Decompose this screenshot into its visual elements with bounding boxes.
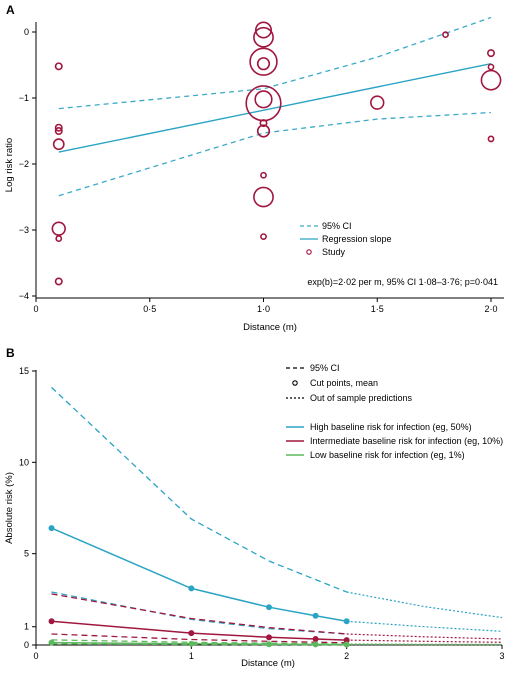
a-ci-lower-line (58, 111, 492, 197)
a-study-point (54, 277, 63, 286)
panel-b-xlabel: Distance (m) (241, 658, 295, 669)
a-xtick-label: 1·5 (371, 304, 384, 314)
a-study-point (487, 135, 495, 143)
legend-b-low-label: Low baseline risk for infection (eg, 1%) (310, 450, 465, 460)
b-ytick-label: 0 (24, 640, 29, 650)
b-cut-point (48, 525, 55, 532)
b-cut-point (265, 641, 272, 648)
b-oos-mean-line (346, 639, 503, 643)
a-study-point (442, 31, 449, 39)
a-study-point (256, 124, 271, 138)
panel-b-ylabel: Absolute risk (%) (4, 472, 15, 544)
a-study-point (260, 233, 267, 240)
b-cut-point (188, 585, 195, 592)
b-cut-point (265, 634, 272, 641)
panel-b-lines (48, 386, 503, 648)
b-cut-point (48, 618, 55, 625)
b-oos-upper-line (346, 591, 503, 619)
a-xtick-label: 1·0 (257, 304, 270, 314)
b-xtick-label: 1 (189, 651, 194, 661)
b-oos-mean-line (346, 620, 503, 632)
b-oos-upper-line (346, 633, 503, 640)
legend-b-high-label: High baseline risk for infection (eg, 50… (310, 422, 472, 432)
a-study-point (256, 57, 271, 71)
b-ci-upper-line (51, 593, 347, 635)
a-study-point (55, 235, 63, 242)
a-study-point (255, 21, 273, 39)
b-cut-point (188, 630, 195, 637)
b-cut-point (265, 604, 272, 611)
a-study-point (253, 186, 274, 208)
a-study-point (54, 62, 63, 71)
b-ci-upper-line (51, 386, 347, 593)
b-cut-point (343, 618, 350, 625)
panel-a-legend: 95% CI Regression slope Study (300, 221, 392, 257)
a-ytick-label: −2 (19, 159, 29, 169)
b-ytick-label: 10 (19, 457, 29, 467)
legend-b-mid-label: Intermediate baseline risk for infection… (310, 436, 503, 446)
legend-b-cut-label: Cut points, mean (310, 378, 378, 388)
a-ytick-label: −4 (19, 291, 29, 301)
panel-a-lines (58, 16, 492, 197)
b-ytick-label: 5 (24, 549, 29, 559)
panel-a-y-ticks: 0 −1 −2 −3 −4 (19, 27, 36, 301)
a-study-point (249, 47, 278, 76)
a-study-point (52, 138, 65, 151)
b-ytick-label: 15 (19, 366, 29, 376)
b-cut-point (312, 612, 319, 619)
a-study-point (253, 26, 274, 48)
a-study-point (54, 123, 63, 132)
a-study-point (260, 171, 267, 179)
legend-b-cut-swatch (292, 380, 298, 386)
a-xtick-label: 0 (33, 304, 38, 314)
a-ytick-label: −3 (19, 225, 29, 235)
a-study-point (259, 119, 268, 128)
panel-b-label: B (6, 346, 15, 360)
a-ci-upper-line (58, 16, 492, 110)
legend-study-swatch (306, 249, 312, 255)
a-ytick-label: 0 (24, 27, 29, 37)
panel-a-x-ticks: 0 0·5 1·0 1·5 2·0 (33, 298, 498, 314)
b-cut-point (188, 640, 195, 647)
b-mean-line (51, 527, 347, 623)
legend-b-ci-label: 95% CI (310, 363, 340, 373)
panel-a-annotation: exp(b)=2·02 per m, 95% CI 1·08–3·76; p=0… (307, 277, 498, 287)
b-cut-point (343, 641, 350, 648)
a-study-point (486, 49, 495, 58)
a-study-point (54, 127, 63, 136)
b-cut-point (48, 639, 55, 646)
a-study-point (480, 69, 502, 91)
panel-b-legend: 95% CI Cut points, mean Out of sample pr… (286, 363, 503, 460)
a-ytick-label: −1 (19, 93, 29, 103)
b-xtick-label: 2 (344, 651, 349, 661)
panel-a-xlabel: Distance (m) (243, 322, 297, 333)
a-regression-line (58, 63, 492, 153)
b-ytick-label: 1 (24, 622, 29, 632)
a-study-point (487, 63, 495, 71)
a-study-point (51, 221, 66, 236)
b-cut-point (312, 641, 319, 648)
panel-a-label: A (6, 3, 15, 17)
b-xtick-label: 0 (33, 651, 38, 661)
a-xtick-label: 0·5 (143, 304, 156, 314)
a-study-point (370, 95, 385, 110)
panel-a-ylabel: Log risk ratio (4, 138, 15, 192)
legend-b-oos-label: Out of sample predictions (310, 393, 413, 403)
b-cut-point (312, 635, 319, 642)
panel-a-studies (51, 21, 502, 286)
legend-slope-label: Regression slope (322, 234, 392, 244)
a-study-point (254, 90, 273, 109)
b-xtick-label: 3 (499, 651, 504, 661)
panel-b: B Absolute risk (%) Distance (m) 0151015… (4, 346, 505, 669)
a-xtick-label: 2·0 (484, 304, 497, 314)
legend-study-label: Study (322, 247, 346, 257)
panel-a: A Log risk ratio Distance (m) 0−1−2−3−4 … (4, 3, 504, 333)
legend-ci-label: 95% CI (322, 221, 352, 231)
